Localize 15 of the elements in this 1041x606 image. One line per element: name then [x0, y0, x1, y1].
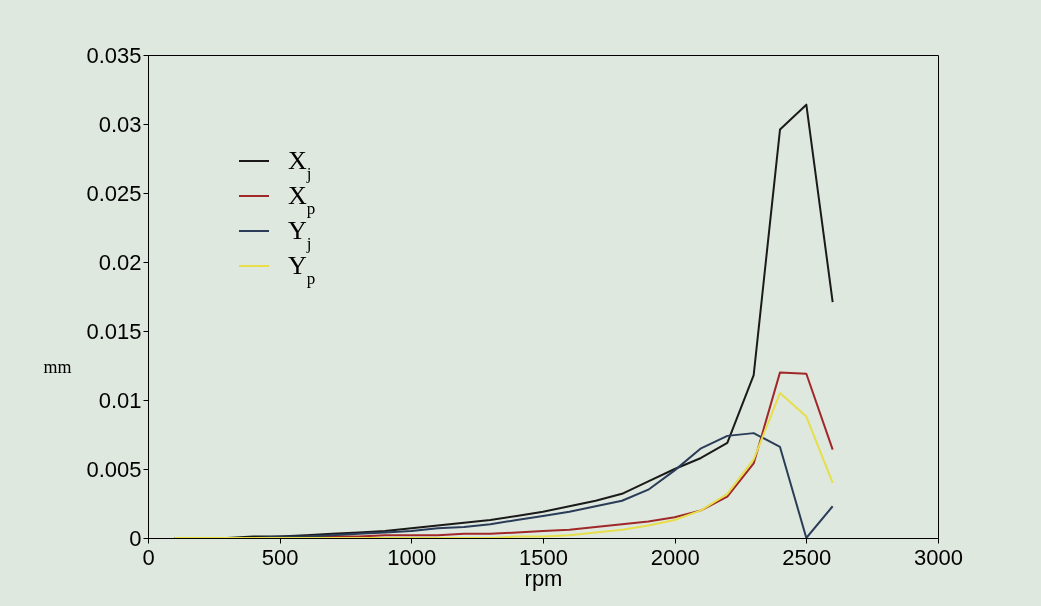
y-tick-label: 0.025: [86, 180, 142, 206]
y-tick-label: 0: [129, 525, 142, 551]
y-tick-label: 0.01: [98, 387, 142, 413]
x-tick-label: 2000: [650, 544, 700, 570]
x-tick-label: 1000: [387, 544, 437, 570]
y-tick-label: 0.02: [98, 249, 142, 275]
y-tick-label: 0.005: [86, 456, 142, 482]
y-tick-label: 0.035: [86, 42, 142, 68]
y-axis-title: mm: [43, 356, 72, 377]
x-tick-label: 500: [261, 544, 299, 570]
y-tick-label: 0.015: [86, 318, 142, 344]
x-tick-label: 3000: [914, 544, 963, 570]
x-tick-label: 2500: [782, 544, 832, 570]
legend-label: X$_{j}$: [288, 146, 312, 183]
y-tick-label: 0.03: [98, 111, 142, 137]
